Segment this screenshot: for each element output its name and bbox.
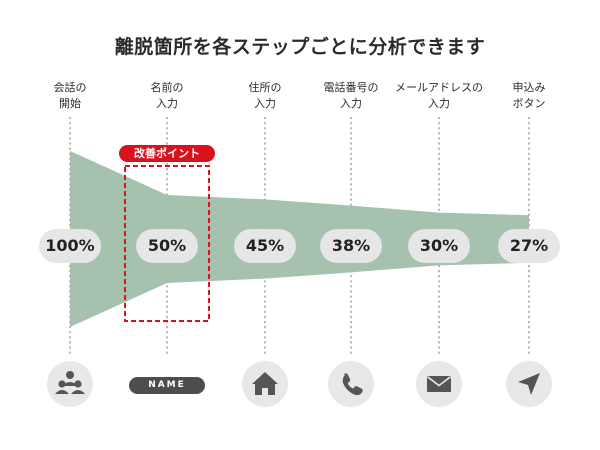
step-label-submit: 申込み ボタン [512, 81, 546, 110]
step-percent-submit: 27% [498, 229, 560, 263]
step-label-email: メールアドレスの 入力 [395, 81, 483, 110]
improvement-highlight-box [124, 165, 210, 322]
step-label-name: 名前の 入力 [150, 81, 184, 110]
step-guide-lines [68, 116, 531, 358]
funnel-shape [70, 151, 529, 327]
page-title: 離脱箇所を各ステップごとに分析できます [114, 36, 486, 58]
name-tag-icon: NAME [129, 377, 205, 394]
step-label-phone: 電話番号の 入力 [323, 81, 379, 110]
step-percent-address: 45% [234, 229, 296, 263]
step-percent-email: 30% [408, 229, 470, 263]
users-icon [47, 361, 93, 407]
step-percent-name: 50% [136, 229, 198, 263]
step-percent-phone: 38% [320, 229, 382, 263]
send-icon [506, 361, 552, 407]
phone-icon [328, 361, 374, 407]
step-label-address: 住所の 入力 [248, 81, 282, 110]
step-label-start: 会話の 開始 [53, 81, 87, 110]
mail-icon [416, 361, 462, 407]
house-icon [242, 361, 288, 407]
step-percent-start: 100% [39, 229, 101, 263]
improvement-point-badge: 改善ポイント [119, 145, 215, 162]
